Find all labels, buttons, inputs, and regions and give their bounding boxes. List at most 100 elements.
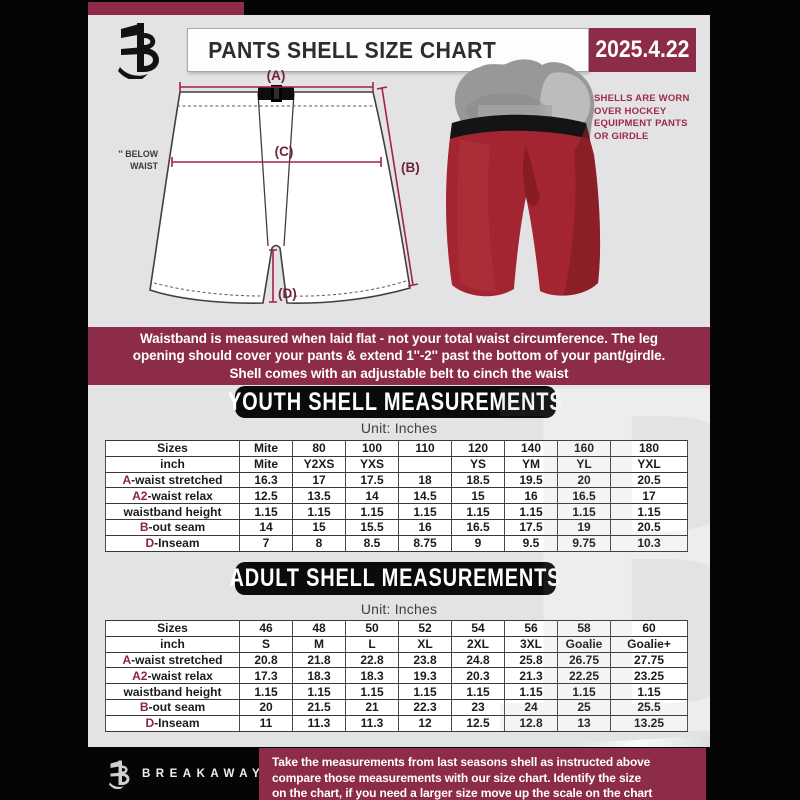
measurement-cell: 19 <box>557 518 611 536</box>
row-label: Sizes <box>105 440 240 457</box>
measurement-cell: 23 <box>451 698 505 716</box>
breakaway-logo-icon <box>118 23 159 79</box>
youth-measurements-table: Sizes Mite 80 100 110 120 140 160 180 inch Mite Y2X… <box>105 440 688 552</box>
measurement-cell: 3XL <box>504 635 558 653</box>
measurement-cell: 12 <box>398 714 452 732</box>
measurement-cell: 17.5 <box>504 518 558 536</box>
shell-product-photo <box>446 59 601 297</box>
measurement-cell: 1.15 <box>398 683 452 700</box>
measurement-cell: 1.15 <box>239 683 293 700</box>
measurement-cell: 1.15 <box>239 503 293 520</box>
measurement-cell: 27.75 <box>610 651 688 669</box>
measurement-cell: 18.5 <box>451 471 505 489</box>
measurement-cell: 13.5 <box>292 487 346 505</box>
measurement-cell: Goalie+ <box>610 635 688 653</box>
youth-heading-text: YOUTH SHELL MEASUREMENTS <box>227 387 564 416</box>
measurement-cell: YXL <box>610 455 688 473</box>
measurement-cell: 1.15 <box>557 683 611 700</box>
measurement-cell: 14 <box>239 518 293 536</box>
row-label: B-out seam <box>105 698 240 716</box>
measurement-cell: 15.5 <box>345 518 399 536</box>
measurement-cell: 15 <box>451 487 505 505</box>
measurement-cell: 9.75 <box>557 534 611 552</box>
table-row: B-out seam 14 15 15.5 16 16.5 17.5 19 20.5 <box>105 518 688 536</box>
row-label-accent: A2 <box>132 488 148 503</box>
row-label: Sizes <box>105 620 240 637</box>
date-badge: 2025.4.22 <box>589 28 696 72</box>
measurement-cell: 20 <box>557 471 611 489</box>
photo-caption-line: OVER HOCKEY <box>594 105 667 117</box>
row-label-accent: D <box>145 536 155 551</box>
measurement-cell: 24 <box>504 698 558 716</box>
measurement-cell: 54 <box>451 620 505 637</box>
measurement-cell: 80 <box>292 440 346 457</box>
adult-section-heading: ADULT SHELL MEASUREMENTS <box>230 562 561 595</box>
measurement-cell: 11 <box>239 714 293 732</box>
measurement-cell: 60 <box>610 620 688 637</box>
measurement-cell: 19.5 <box>504 471 558 489</box>
measurement-cell: 1.15 <box>398 503 452 520</box>
measurement-cell: 17 <box>292 471 346 489</box>
row-label-accent: B <box>139 700 149 715</box>
measurement-cell: 1.15 <box>610 683 688 700</box>
measurement-cell: 2XL <box>451 635 505 653</box>
measurement-cell: 1.15 <box>292 503 346 520</box>
table-row: inch S M L XL 2XL 3XL Goalie Goalie+ <box>105 635 688 653</box>
measurement-cell: 46 <box>239 620 293 637</box>
measurement-cell: 120 <box>451 440 505 457</box>
measurement-cell: 22.3 <box>398 698 452 716</box>
notice-line: Waistband is measured when laid flat - n… <box>140 330 658 346</box>
row-label-accent: B <box>139 520 149 535</box>
measurement-cell: 20 <box>239 698 293 716</box>
notice-banner: Waistband is measured when laid flat - n… <box>88 327 710 385</box>
row-label: D-Inseam <box>105 534 240 552</box>
table-row: Sizes Mite 80 100 110 120 140 160 180 <box>105 440 688 457</box>
table-row: Sizes 46 48 50 52 54 56 58 60 <box>105 620 688 637</box>
measurement-cell: 58 <box>557 620 611 637</box>
measurement-cell: 1.15 <box>504 503 558 520</box>
measurement-cell: 14.5 <box>398 487 452 505</box>
page-title: PANTS SHELL SIZE CHART <box>208 36 497 63</box>
measurement-cell: 20.3 <box>451 667 505 685</box>
row-label-accent: D <box>145 716 155 731</box>
measurement-cell: 1.15 <box>345 683 399 700</box>
measurement-cell: 48 <box>292 620 346 637</box>
measurement-cell: 20.5 <box>610 471 688 489</box>
below-waist-note-line1: 7'' BELOW <box>118 149 159 159</box>
notice-line: opening should cover your pants & extend… <box>132 348 666 364</box>
measurement-cell: 12.8 <box>504 714 558 732</box>
measurement-cell: 10.3 <box>610 534 688 552</box>
photo-caption-line: SHELLS ARE WORN <box>594 93 690 104</box>
date-text: 2025.4.22 <box>595 36 690 63</box>
measurement-cell: 50 <box>345 620 399 637</box>
below-waist-note-line2: WAIST <box>130 161 158 171</box>
measurement-cell: M <box>292 635 346 653</box>
table-row: A2-waist relax 17.3 18.3 18.3 19.3 20.3 21.3 22… <box>105 667 688 685</box>
measure-label-d: (D) <box>278 286 297 301</box>
measurement-cell: 52 <box>398 620 452 637</box>
top-accent-strip <box>88 2 244 15</box>
measurement-cell: 1.15 <box>451 503 505 520</box>
footer-brand-name: BREAKAWAY <box>142 768 266 780</box>
measurement-cell: YXS <box>345 455 399 473</box>
measurement-cell: 17.3 <box>239 667 293 685</box>
measurement-cell: 1.15 <box>557 503 611 520</box>
measurement-cell: 140 <box>504 440 558 457</box>
measurement-cell: 1.15 <box>292 683 346 700</box>
adult-unit-label: Unit: Inches <box>360 601 438 617</box>
measurement-cell: 13.25 <box>610 714 688 732</box>
row-label: A-waist stretched <box>105 651 240 669</box>
measurement-cell: 16 <box>504 487 558 505</box>
measurement-cell: 25 <box>557 698 611 716</box>
row-label: waistband height <box>105 683 240 700</box>
photo-caption-line: EQUIPMENT PANTS <box>594 118 688 129</box>
measurement-cell: Mite <box>239 440 293 457</box>
measurement-cell: 17.5 <box>345 471 399 489</box>
measurement-cell: 100 <box>345 440 399 457</box>
table-row: A2-waist relax 12.5 13.5 14 14.5 15 16 16.5 17 <box>105 487 688 505</box>
measurement-cell: 7 <box>239 534 293 552</box>
measurement-cell: 11.3 <box>292 714 346 732</box>
footer-brand: BREAKAWAY <box>106 759 265 789</box>
row-label: A2-waist relax <box>105 487 240 505</box>
